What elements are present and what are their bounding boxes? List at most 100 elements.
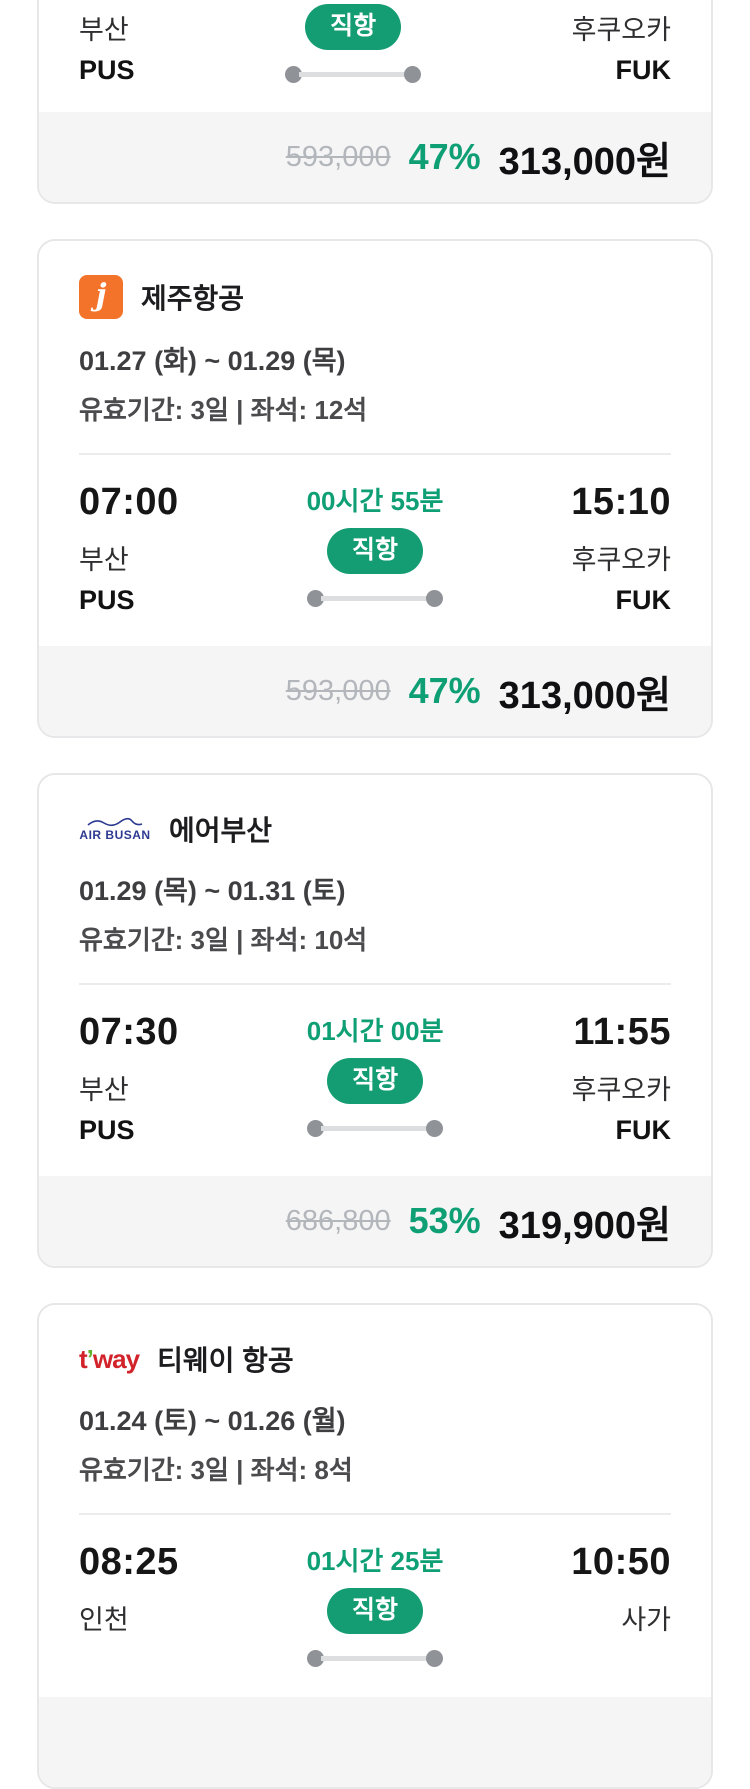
trip-date-range: 01.29 (목) ~ 01.31 (토) xyxy=(79,876,346,906)
flight-duration: 01시간 00분 xyxy=(306,1016,444,1046)
flight-duration: 01시간 25분 xyxy=(306,1546,444,1576)
original-price: 686,800 xyxy=(285,1204,391,1237)
departure-time: 07:30 xyxy=(79,1011,179,1053)
arrival-column: 11:55 후쿠오카 FUK xyxy=(572,1011,671,1146)
flight-card-body: 부산 PUS 직항 후쿠오카 FUK xyxy=(39,0,711,112)
original-price: 593,000 xyxy=(285,674,391,707)
route-line xyxy=(299,71,408,77)
direct-flight-badge: 직항 xyxy=(327,1058,424,1104)
discount-percent: 47% xyxy=(408,136,481,177)
arrival-column: 10:50 사가 xyxy=(571,1541,671,1667)
air-busan-logo-icon: AIR BUSAN xyxy=(79,817,151,842)
flight-card-body: t’way 티웨이 항공 01.24 (토) ~ 01.26 (월) 유효기간:… xyxy=(39,1305,711,1697)
route-line xyxy=(321,1655,429,1661)
price-footer: 593,000 47% 313,000원 xyxy=(39,646,711,736)
flight-duration: 00시간 55분 xyxy=(306,486,444,516)
jeju-air-logo-icon: j xyxy=(79,275,123,319)
route-center-column: 01시간 25분 직항 xyxy=(260,1541,490,1667)
route-dot-icon xyxy=(426,1119,444,1137)
route-dot-icon xyxy=(426,589,443,607)
validity-seats-info: 유효기간: 3일 | 좌석: 8석 xyxy=(79,1455,353,1485)
route-row: 08:25 인천 01시간 25분 직항 10:50 사가 xyxy=(79,1541,671,1667)
route-track xyxy=(285,65,422,83)
original-price: 593,000 xyxy=(285,140,391,173)
price-footer xyxy=(39,1696,711,1787)
arrival-airport-code: FUK xyxy=(615,55,672,85)
arrival-time: 10:50 xyxy=(571,1541,671,1583)
final-price: 319,900원 xyxy=(498,1204,671,1247)
validity-seats-info: 유효기간: 3일 | 좌석: 10석 xyxy=(79,925,368,955)
arrival-airport-code: FUK xyxy=(615,1115,671,1145)
departure-city: 인천 xyxy=(79,1605,129,1635)
trip-date-range: 01.27 (화) ~ 01.29 (목) xyxy=(79,346,346,376)
route-line xyxy=(321,1125,430,1131)
departure-column: 부산 PUS xyxy=(79,4,135,86)
route-track xyxy=(307,1649,443,1667)
direct-flight-badge: 직항 xyxy=(326,1588,423,1634)
flight-card[interactable]: AIR BUSAN 에어부산 01.29 (목) ~ 01.31 (토) 유효기… xyxy=(37,773,713,1268)
direct-flight-badge: 직항 xyxy=(305,4,402,50)
departure-city: 부산 xyxy=(79,1075,129,1105)
arrival-city: 후쿠오카 xyxy=(571,545,671,575)
tway-logo-icon: t’way xyxy=(79,1343,140,1375)
discount-percent: 47% xyxy=(408,670,481,711)
jeju-air-logo-letter: j xyxy=(95,277,107,313)
departure-airport-code: PUS xyxy=(79,55,135,85)
airline-name: 티웨이 항공 xyxy=(157,1345,294,1376)
tway-logo-text: way xyxy=(92,1343,140,1374)
trip-date-range: 01.24 (토) ~ 01.26 (월) xyxy=(79,1406,346,1436)
route-center-column: 00시간 55분 직항 xyxy=(260,481,490,616)
flight-card-body: AIR BUSAN 에어부산 01.29 (목) ~ 01.31 (토) 유효기… xyxy=(39,775,711,1176)
flight-card[interactable]: t’way 티웨이 항공 01.24 (토) ~ 01.26 (월) 유효기간:… xyxy=(37,1303,713,1789)
route-dot-icon xyxy=(404,65,422,83)
airline-row: t’way 티웨이 항공 xyxy=(79,1339,671,1379)
airline-name: 제주항공 xyxy=(141,283,245,314)
flight-card[interactable]: j 제주항공 01.27 (화) ~ 01.29 (목) 유효기간: 3일 | … xyxy=(37,239,713,738)
airline-row: j 제주항공 xyxy=(79,275,671,319)
route-dot-icon xyxy=(285,65,303,83)
route-dot-icon xyxy=(307,589,324,607)
departure-city: 부산 xyxy=(79,545,129,575)
final-price: 313,000원 xyxy=(498,674,671,717)
air-busan-logo-text: AIR BUSAN xyxy=(79,827,151,842)
departure-airport-code: PUS xyxy=(79,1115,135,1145)
airline-name: 에어부산 xyxy=(169,815,273,846)
discount-percent: 53% xyxy=(408,1200,481,1241)
tway-logo-text: t xyxy=(79,1343,88,1374)
route-dot-icon xyxy=(426,1649,443,1667)
direct-flight-badge: 직항 xyxy=(326,528,423,574)
departure-airport-code: PUS xyxy=(79,585,135,615)
route-center-column: 01시간 00분 직항 xyxy=(260,1011,490,1146)
tway-logo-apostrophe: ’ xyxy=(86,1343,94,1374)
departure-column: 07:30 부산 PUS xyxy=(79,1011,179,1146)
arrival-time: 11:55 xyxy=(573,1011,671,1053)
route-track xyxy=(307,589,443,607)
route-row: 부산 PUS 직항 후쿠오카 FUK xyxy=(79,4,671,86)
airline-row: AIR BUSAN 에어부산 xyxy=(79,809,671,849)
route-dot-icon xyxy=(307,1119,325,1137)
flight-card[interactable]: 부산 PUS 직항 후쿠오카 FUK 593,000 xyxy=(37,0,713,204)
arrival-airport-code: FUK xyxy=(615,585,672,615)
route-line xyxy=(321,595,429,601)
route-row: 07:30 부산 PUS 01시간 00분 직항 11:55 후쿠오카 xyxy=(79,1011,671,1146)
arrival-time: 15:10 xyxy=(571,481,671,523)
departure-city: 부산 xyxy=(79,15,129,45)
departure-column: 08:25 인천 xyxy=(79,1541,179,1667)
arrival-city: 후쿠오카 xyxy=(571,15,671,45)
departure-time: 08:25 xyxy=(79,1541,179,1583)
price-footer: 593,000 47% 313,000원 xyxy=(39,112,711,202)
departure-time: 07:00 xyxy=(79,481,179,523)
arrival-column: 후쿠오카 FUK xyxy=(572,4,671,86)
route-center-column: 직항 xyxy=(238,4,468,86)
arrival-city: 사가 xyxy=(621,1605,671,1635)
departure-column: 07:00 부산 PUS xyxy=(79,481,179,616)
validity-seats-info: 유효기간: 3일 | 좌석: 12석 xyxy=(79,395,368,425)
arrival-city: 후쿠오카 xyxy=(571,1075,671,1105)
flight-card-body: j 제주항공 01.27 (화) ~ 01.29 (목) 유효기간: 3일 | … xyxy=(39,241,711,646)
arrival-column: 15:10 후쿠오카 FUK xyxy=(571,481,671,616)
route-row: 07:00 부산 PUS 00시간 55분 직항 15:10 후쿠오카 xyxy=(79,481,671,616)
air-busan-wave-icon xyxy=(87,817,143,826)
route-track xyxy=(307,1119,444,1137)
divider xyxy=(79,453,671,455)
price-footer: 686,800 53% 319,900원 xyxy=(39,1176,711,1266)
